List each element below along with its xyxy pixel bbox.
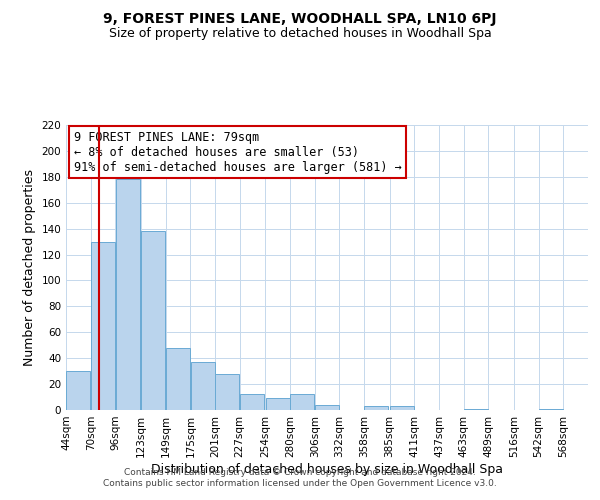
Bar bbox=[91, 242, 115, 410]
Bar bbox=[266, 398, 290, 410]
Y-axis label: Number of detached properties: Number of detached properties bbox=[23, 169, 36, 366]
Bar bbox=[142, 231, 165, 410]
Bar bbox=[215, 374, 239, 410]
Bar bbox=[315, 405, 339, 410]
Text: 9 FOREST PINES LANE: 79sqm
← 8% of detached houses are smaller (53)
91% of semi-: 9 FOREST PINES LANE: 79sqm ← 8% of detac… bbox=[74, 130, 401, 174]
Bar bbox=[290, 394, 314, 410]
Bar bbox=[390, 406, 414, 410]
Bar bbox=[191, 362, 215, 410]
Bar bbox=[364, 406, 388, 410]
Bar bbox=[539, 408, 563, 410]
X-axis label: Distribution of detached houses by size in Woodhall Spa: Distribution of detached houses by size … bbox=[151, 462, 503, 475]
Bar bbox=[166, 348, 190, 410]
Bar bbox=[464, 408, 488, 410]
Text: 9, FOREST PINES LANE, WOODHALL SPA, LN10 6PJ: 9, FOREST PINES LANE, WOODHALL SPA, LN10… bbox=[103, 12, 497, 26]
Text: Size of property relative to detached houses in Woodhall Spa: Size of property relative to detached ho… bbox=[109, 28, 491, 40]
Bar bbox=[67, 371, 90, 410]
Text: Contains HM Land Registry data © Crown copyright and database right 2024.
Contai: Contains HM Land Registry data © Crown c… bbox=[103, 468, 497, 487]
Bar bbox=[240, 394, 264, 410]
Bar bbox=[116, 180, 140, 410]
